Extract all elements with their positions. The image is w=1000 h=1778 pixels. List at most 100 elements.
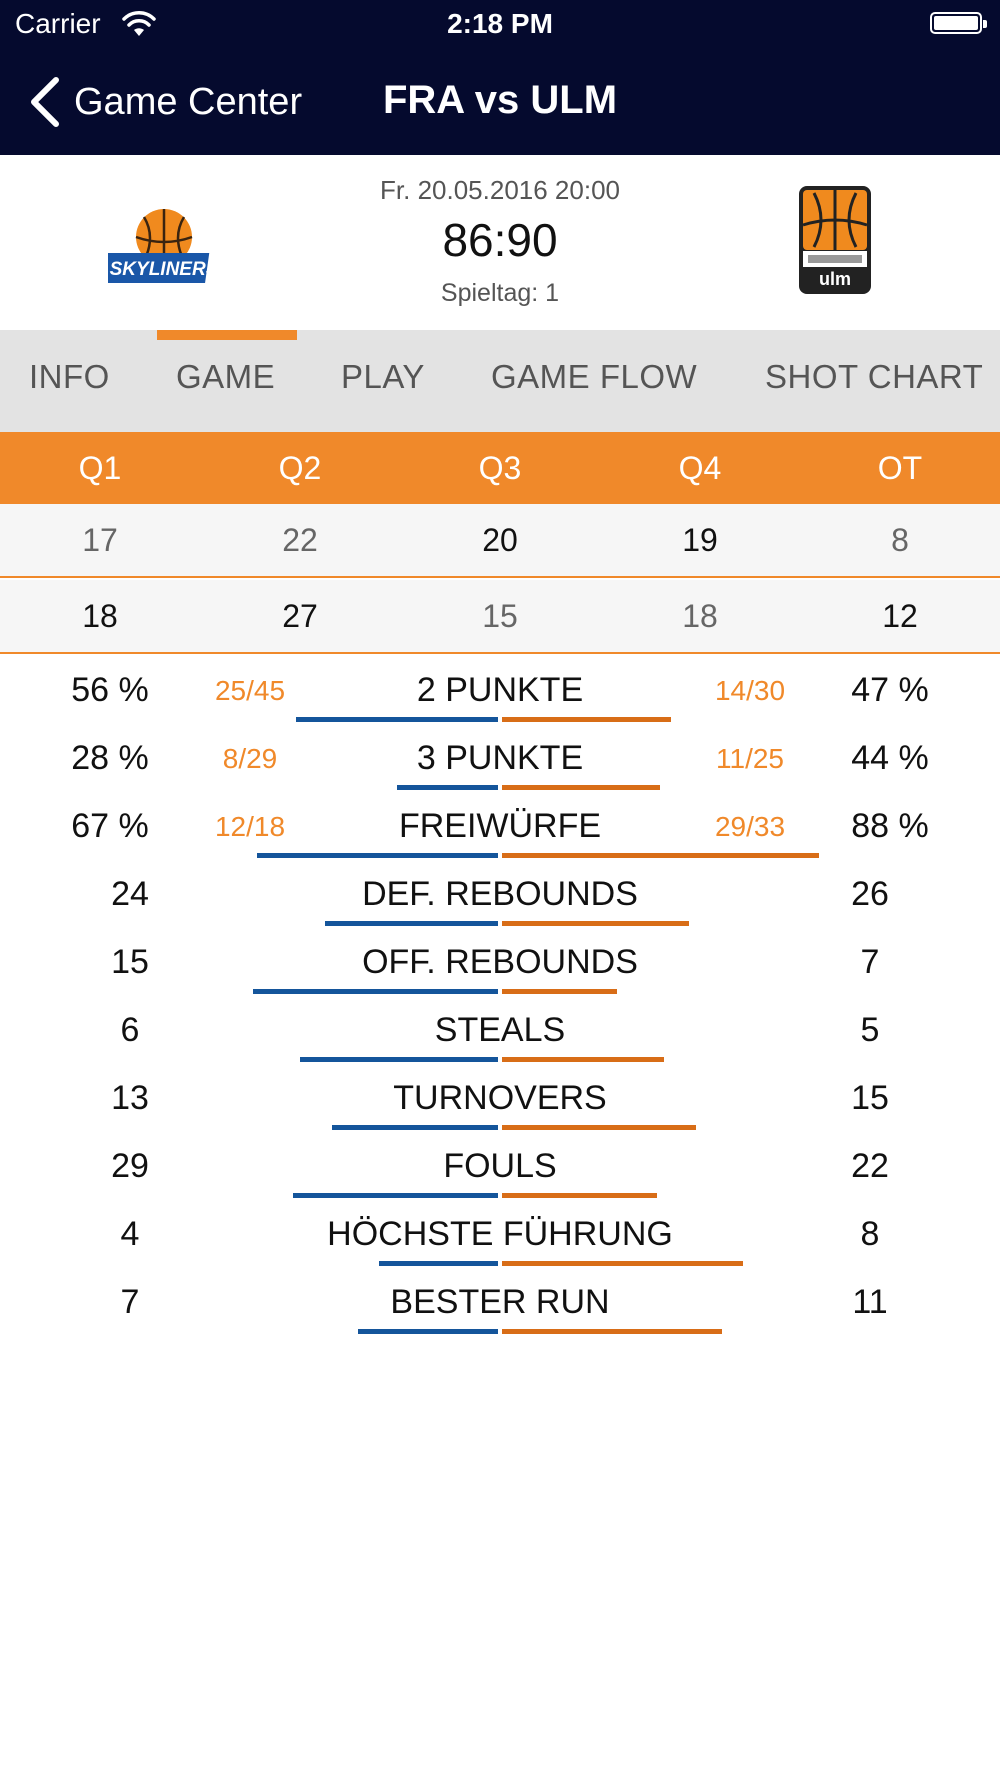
- home-made-attempted: 25/45: [214, 675, 286, 706]
- stat-label: OFF. REBOUNDS: [362, 943, 638, 981]
- stat-row-off-rebounds: 15 OFF. REBOUNDS 7: [0, 929, 1000, 997]
- tab-shot-chart[interactable]: SHOT CHART: [765, 358, 984, 395]
- stat-row-2-punkte: 56 % 25/45 2 PUNKTE 14/30 47 %: [0, 657, 1000, 725]
- status-time: 2:18 PM: [447, 8, 553, 39]
- home-quarter-score: 19: [682, 522, 718, 558]
- quarter-header-cell: Q3: [478, 450, 522, 486]
- home-stat-bar: [300, 1057, 498, 1062]
- away-percentage: 88 %: [851, 807, 929, 845]
- wifi-icon: [122, 11, 156, 36]
- away-team-logo: ulm: [799, 186, 871, 294]
- away-stat-value: 22: [851, 1147, 889, 1185]
- away-percentage: 47 %: [851, 671, 929, 709]
- tab-bar: INFO GAME PLAY GAME FLOW SHOT CHART: [0, 330, 1000, 432]
- svg-text:SKYLINERS: SKYLINERS: [110, 259, 219, 280]
- away-stat-value: 26: [851, 875, 889, 913]
- match-date: Fr. 20.05.2016 20:00: [380, 175, 620, 205]
- stat-row-steals: 6 STEALS 5: [0, 997, 1000, 1065]
- away-stat-value: 5: [860, 1011, 880, 1049]
- away-made-attempted: 14/30: [714, 675, 786, 706]
- back-label: Game Center: [74, 80, 303, 123]
- away-stat-value: 8: [860, 1215, 880, 1253]
- stat-label: FREIWÜRFE: [398, 807, 602, 845]
- stat-label: 3 PUNKTE: [416, 739, 584, 777]
- home-stat-bar: [296, 717, 498, 722]
- stat-label: BESTER RUN: [390, 1283, 610, 1321]
- away-stat-bar: [502, 1057, 664, 1062]
- away-stat-value: 15: [851, 1079, 889, 1117]
- tab-play[interactable]: PLAY: [341, 358, 425, 395]
- stat-row-bester-run: 7 BESTER RUN 11: [0, 1269, 1000, 1337]
- matchday-label: Spieltag: 1: [440, 279, 560, 307]
- home-percentage: 28 %: [71, 739, 149, 777]
- away-stat-bar: [502, 921, 689, 926]
- home-stat-value: 4: [120, 1215, 140, 1253]
- page-title: FRA vs ULM: [382, 78, 618, 122]
- stat-row-hoechste-fuehrung: 4 HÖCHSTE FÜHRUNG 8: [0, 1201, 1000, 1269]
- stat-label: TURNOVERS: [393, 1079, 607, 1117]
- away-stat-bar: [502, 989, 617, 994]
- home-quarter-score: 20: [482, 522, 518, 558]
- home-stat-bar: [253, 989, 498, 994]
- stat-row-fouls: 29 FOULS 22: [0, 1133, 1000, 1201]
- navigation-bar: Carrier 2:18 PM Game Center FRA vs ULM: [0, 0, 1000, 155]
- home-stat-value: 24: [111, 875, 149, 913]
- home-quarter-score: 22: [282, 522, 318, 558]
- home-stat-value: 29: [111, 1147, 149, 1185]
- away-stat-value: 7: [860, 943, 880, 981]
- away-stat-value: 11: [852, 1283, 888, 1321]
- away-made-attempted: 11/25: [716, 743, 784, 774]
- away-stat-bar: [502, 785, 660, 790]
- stat-row-3-punkte: 28 % 8/29 3 PUNKTE 11/25 44 %: [0, 725, 1000, 793]
- svg-text:ulm: ulm: [819, 269, 851, 289]
- home-stat-value: 6: [120, 1011, 140, 1049]
- home-quarter-score: 8: [891, 522, 909, 558]
- quarter-header-cell: Q4: [678, 450, 722, 486]
- away-stat-bar: [502, 1261, 743, 1266]
- home-stat-bar: [379, 1261, 498, 1266]
- stat-label: STEALS: [434, 1011, 566, 1049]
- active-tab-indicator: [157, 330, 297, 340]
- stat-label: DEF. REBOUNDS: [362, 875, 638, 913]
- back-button[interactable]: Game Center: [28, 72, 302, 132]
- stat-row-def-rebounds: 24 DEF. REBOUNDS 26: [0, 861, 1000, 929]
- tab-game[interactable]: GAME: [176, 358, 276, 395]
- tab-game-flow[interactable]: GAME FLOW: [491, 358, 698, 395]
- home-made-attempted: 8/29: [222, 743, 278, 774]
- away-quarter-score: 15: [482, 598, 518, 634]
- away-quarter-score: 18: [682, 598, 718, 634]
- battery-icon: [930, 12, 987, 34]
- home-percentage: 67 %: [71, 807, 149, 845]
- carrier-label: Carrier: [15, 8, 101, 39]
- quarter-header-cell: OT: [877, 450, 923, 486]
- away-made-attempted: 29/33: [714, 811, 786, 842]
- stat-label: HÖCHSTE FÜHRUNG: [327, 1215, 673, 1253]
- home-stat-bar: [358, 1329, 498, 1334]
- away-quarter-score: 12: [882, 598, 918, 634]
- home-quarter-row: 17 22 20 19 8: [0, 504, 1000, 578]
- home-percentage: 56 %: [71, 671, 149, 709]
- away-stat-bar: [502, 1193, 657, 1198]
- quarter-header-cell: Q2: [278, 450, 322, 486]
- away-quarter-row: 18 27 15 18 12: [0, 580, 1000, 654]
- stat-label: FOULS: [443, 1147, 557, 1185]
- away-quarter-score: 27: [282, 598, 318, 634]
- stat-row-turnovers: 13 TURNOVERS 15: [0, 1065, 1000, 1133]
- match-header: SKYLINERS Fr. 20.05.2016 20:00 86:90 Spi…: [0, 155, 1000, 330]
- away-stat-bar: [502, 1125, 696, 1130]
- away-percentage: 44 %: [851, 739, 929, 777]
- home-stat-bar: [325, 921, 498, 926]
- status-bar: Carrier 2:18 PM: [0, 0, 1000, 50]
- home-stat-value: 7: [120, 1283, 140, 1321]
- tab-info[interactable]: INFO: [29, 358, 110, 395]
- away-quarter-score: 18: [82, 598, 118, 634]
- stat-row-freiwuerfe: 67 % 12/18 FREIWÜRFE 29/33 88 %: [0, 793, 1000, 861]
- stat-label: 2 PUNKTE: [416, 671, 584, 709]
- away-stat-bar: [502, 853, 819, 858]
- home-team-logo: SKYLINERS: [108, 209, 219, 283]
- home-stat-value: 13: [111, 1079, 149, 1117]
- away-stat-bar: [502, 1329, 722, 1334]
- home-stat-bar: [397, 785, 498, 790]
- home-stat-value: 15: [111, 943, 149, 981]
- match-score: 86:90: [442, 214, 558, 266]
